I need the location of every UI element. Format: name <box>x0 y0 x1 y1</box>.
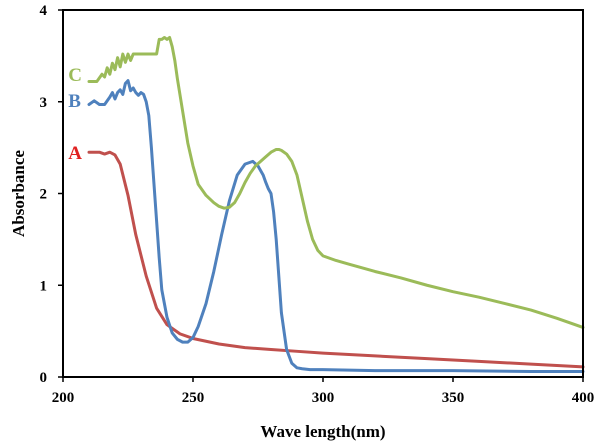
x-tick-label: 200 <box>52 390 75 406</box>
series-line-b <box>87 79 585 373</box>
series-label-c: C <box>68 65 82 86</box>
y-tick-label: 1 <box>40 278 48 294</box>
y-tick-label: 3 <box>40 95 48 111</box>
series-layer <box>87 36 585 373</box>
y-tick-label: 0 <box>40 370 48 386</box>
x-axis-title: Wave length(nm) <box>260 422 385 441</box>
x-tick-label: 350 <box>442 390 465 406</box>
y-tick-label: 2 <box>40 187 48 203</box>
x-tick-label: 400 <box>572 390 595 406</box>
ticks-layer: 200 250 300 350 400 0 1 2 3 4 <box>40 3 595 406</box>
series-label-b: B <box>68 91 81 112</box>
series-label-a: A <box>68 143 82 164</box>
y-tick-label: 4 <box>40 3 48 19</box>
labels-layer: A BC <box>68 65 82 164</box>
series-line-a <box>87 150 585 369</box>
x-tick-label: 250 <box>182 390 205 406</box>
y-axis-title: Absorbance <box>9 150 28 237</box>
series-line-c <box>87 36 585 329</box>
x-tick-label: 300 <box>312 390 335 406</box>
plot-frame <box>62 9 584 378</box>
